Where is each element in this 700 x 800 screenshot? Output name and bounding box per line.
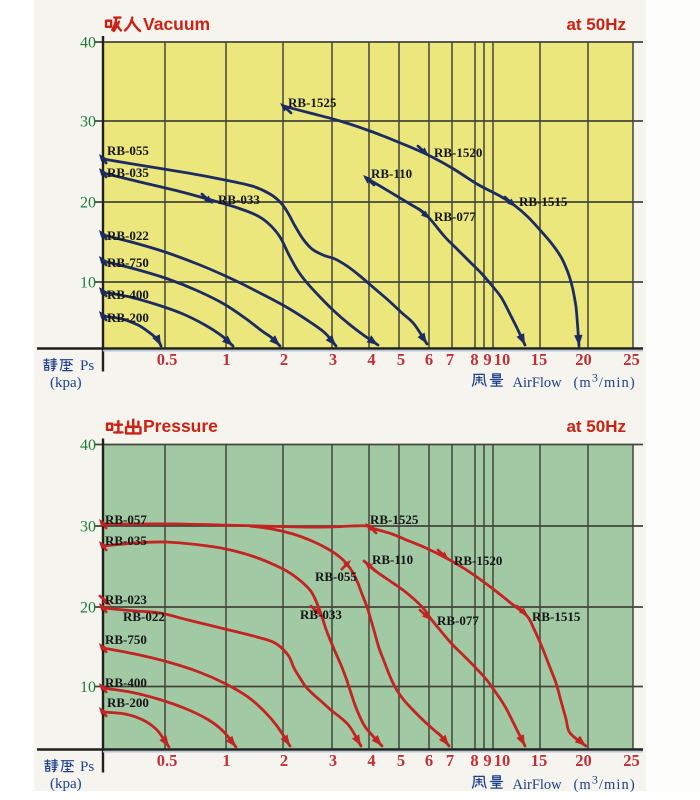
svg-text:10: 10	[80, 275, 96, 292]
svg-text:20: 20	[575, 751, 592, 770]
svg-text:(kpa): (kpa)	[50, 776, 82, 792]
svg-text:15: 15	[531, 751, 548, 770]
svg-text:RB-1525: RB-1525	[288, 95, 337, 110]
svg-text:RB-023: RB-023	[105, 592, 147, 607]
svg-text:9: 9	[483, 350, 491, 369]
svg-text:RB-1520: RB-1520	[434, 145, 482, 160]
svg-text:1: 1	[222, 751, 230, 770]
svg-text:40: 40	[80, 437, 96, 454]
svg-text:Pressure: Pressure	[143, 416, 218, 436]
svg-text:(m3/min): (m3/min)	[574, 773, 636, 794]
svg-text:2: 2	[280, 350, 288, 369]
svg-text:4: 4	[367, 751, 375, 770]
svg-text:at 50Hz: at 50Hz	[566, 15, 626, 34]
svg-text:0.5: 0.5	[157, 751, 178, 770]
svg-text:RB-057: RB-057	[105, 512, 147, 527]
svg-text:RB-1515: RB-1515	[532, 609, 581, 624]
svg-text:RB-110: RB-110	[372, 552, 413, 567]
svg-text:6: 6	[425, 751, 433, 770]
svg-text:8: 8	[470, 350, 478, 369]
svg-text:RB-1525: RB-1525	[370, 512, 419, 527]
svg-text:10: 10	[494, 350, 511, 369]
svg-text:7: 7	[446, 751, 454, 770]
svg-text:30: 30	[80, 114, 96, 131]
svg-text:Vacuum: Vacuum	[143, 14, 210, 34]
svg-text:(m3/min): (m3/min)	[574, 371, 636, 392]
svg-text:10: 10	[80, 679, 96, 696]
svg-text:Ps: Ps	[80, 759, 94, 775]
svg-text:RB-750: RB-750	[105, 632, 147, 647]
svg-text:20: 20	[575, 350, 592, 369]
svg-text:RB-035: RB-035	[105, 533, 147, 548]
svg-text:20: 20	[80, 195, 96, 212]
svg-text:3: 3	[329, 350, 337, 369]
svg-text:RB-750: RB-750	[107, 255, 149, 270]
svg-text:RB-055: RB-055	[315, 569, 357, 584]
svg-text:20: 20	[80, 600, 96, 617]
svg-text:10: 10	[494, 751, 511, 770]
svg-text:RB-400: RB-400	[107, 287, 149, 302]
svg-text:RB-033: RB-033	[300, 607, 342, 622]
svg-text:6: 6	[425, 350, 433, 369]
svg-text:RB-400: RB-400	[105, 675, 147, 690]
svg-text:RB-033: RB-033	[218, 192, 260, 207]
svg-text:RB-077: RB-077	[434, 209, 476, 224]
svg-text:25: 25	[623, 751, 640, 770]
svg-text:(kpa): (kpa)	[50, 375, 82, 391]
svg-text:3: 3	[329, 751, 337, 770]
svg-text:4: 4	[367, 350, 375, 369]
svg-text:at 50Hz: at 50Hz	[566, 417, 626, 436]
svg-text:1: 1	[222, 350, 230, 369]
svg-text:RB-022: RB-022	[123, 609, 165, 624]
svg-text:7: 7	[446, 350, 454, 369]
svg-text:RB-200: RB-200	[107, 310, 149, 325]
svg-text:30: 30	[80, 519, 96, 536]
svg-text:RB-1515: RB-1515	[519, 194, 568, 209]
svg-text:RB-035: RB-035	[107, 165, 149, 180]
svg-text:15: 15	[531, 350, 548, 369]
svg-text:40: 40	[80, 35, 96, 52]
svg-text:AirFlow: AirFlow	[513, 777, 563, 793]
svg-text:Ps: Ps	[80, 358, 94, 374]
svg-text:9: 9	[483, 751, 491, 770]
svg-text:5: 5	[397, 350, 405, 369]
svg-text:2: 2	[280, 751, 288, 770]
svg-text:0.5: 0.5	[157, 350, 178, 369]
svg-text:RB-077: RB-077	[437, 613, 479, 628]
svg-text:RB-1520: RB-1520	[454, 553, 502, 568]
svg-text:5: 5	[397, 751, 405, 770]
svg-text:RB-055: RB-055	[107, 143, 149, 158]
svg-text:AirFlow: AirFlow	[513, 375, 563, 391]
svg-text:8: 8	[470, 751, 478, 770]
svg-text:25: 25	[623, 350, 640, 369]
svg-text:RB-022: RB-022	[107, 228, 149, 243]
svg-text:RB-200: RB-200	[107, 695, 149, 710]
svg-text:RB-110: RB-110	[371, 166, 412, 181]
